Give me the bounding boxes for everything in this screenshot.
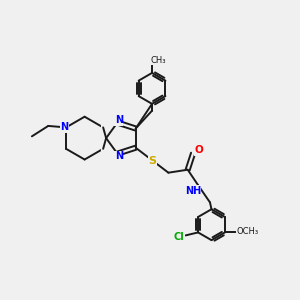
Text: S: S: [148, 156, 157, 166]
Text: N: N: [115, 115, 123, 125]
Text: O: O: [194, 146, 203, 155]
Text: N: N: [61, 122, 69, 132]
Text: N: N: [115, 151, 123, 161]
Text: OCH₃: OCH₃: [237, 227, 259, 236]
Text: NH: NH: [184, 185, 201, 196]
Text: CH₃: CH₃: [151, 56, 166, 64]
Text: Cl: Cl: [174, 232, 184, 242]
